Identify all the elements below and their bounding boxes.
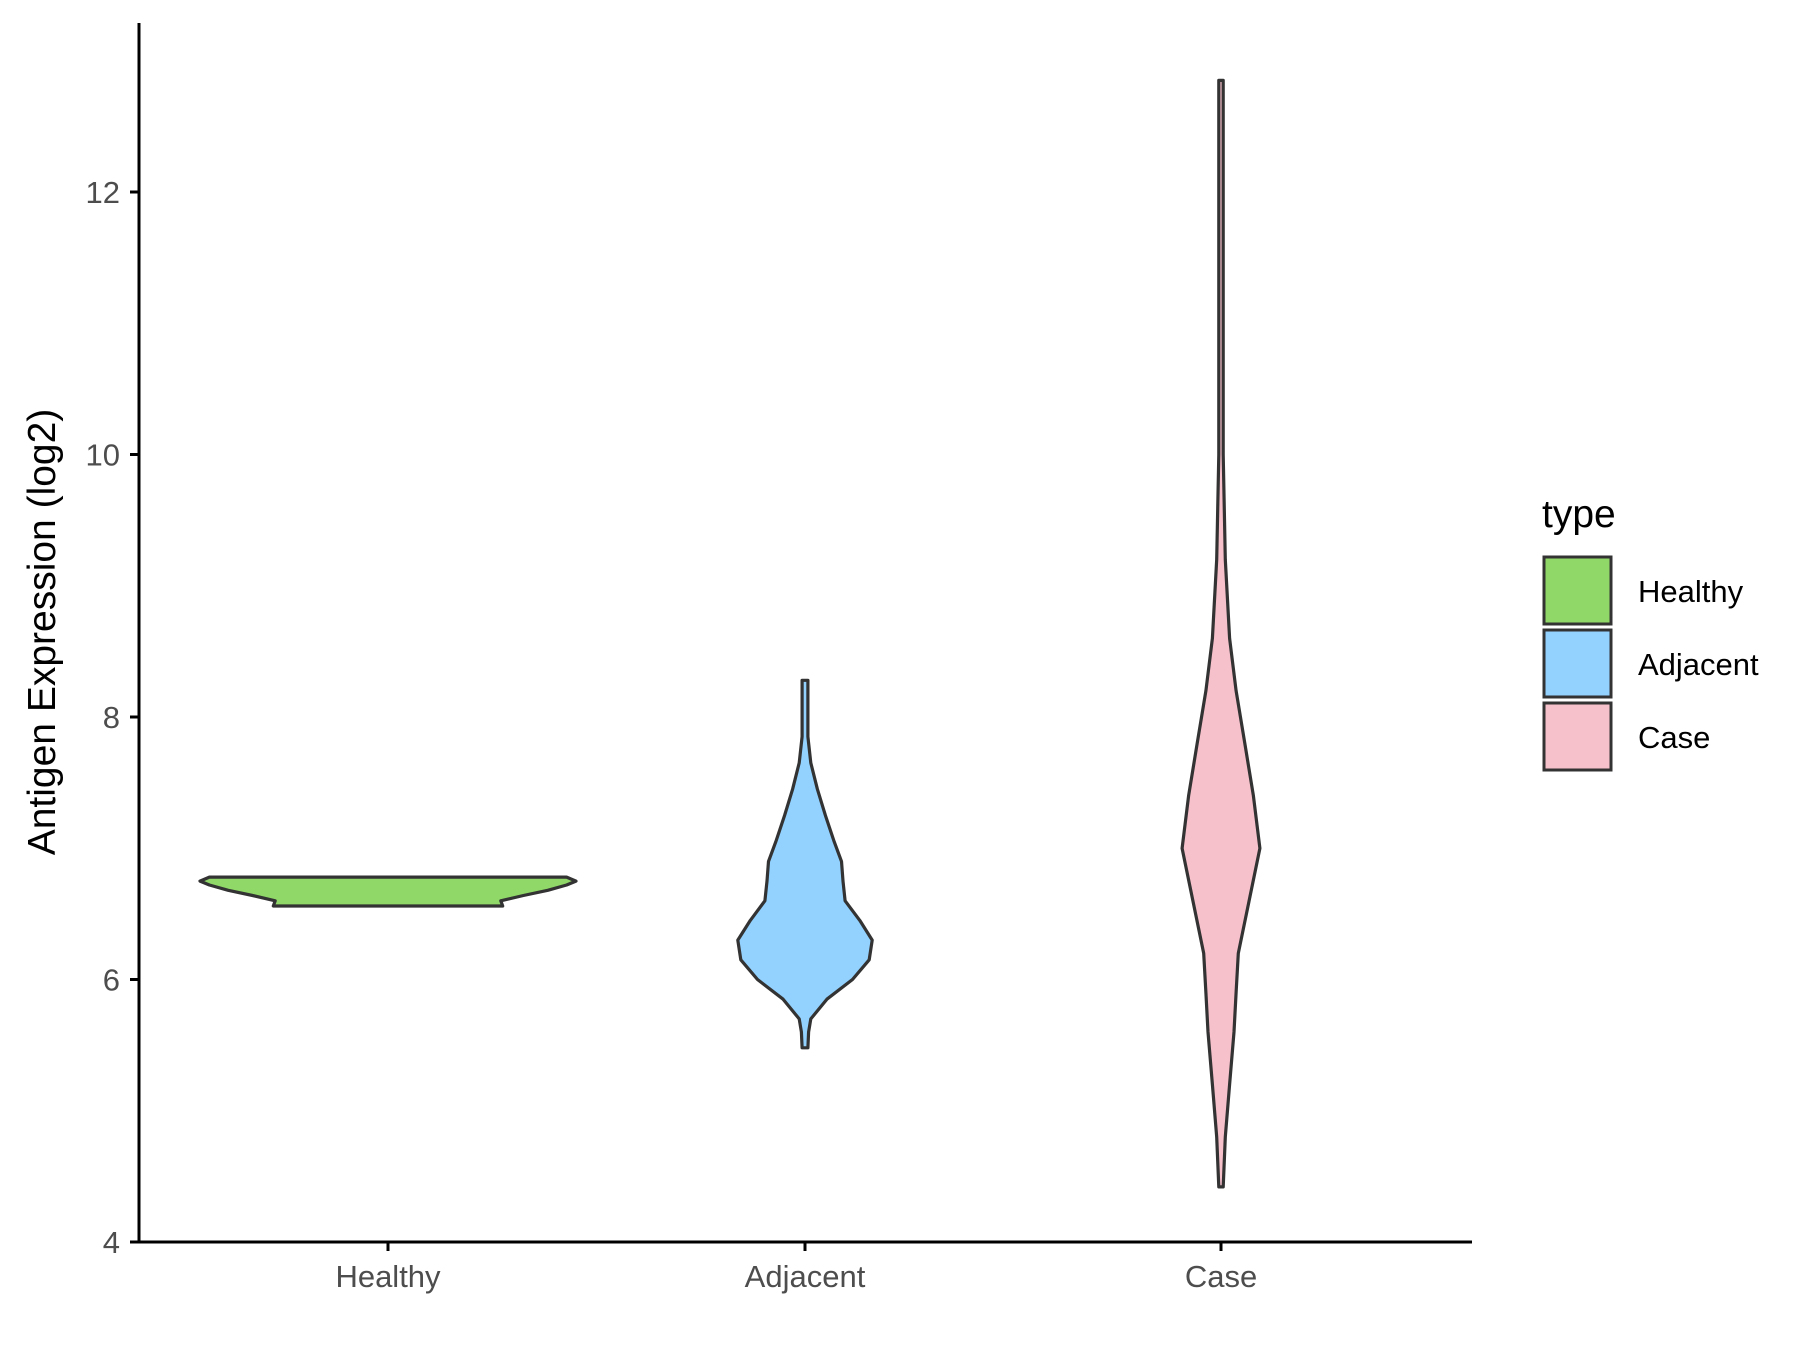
legend-key-case [1542, 701, 1613, 772]
violins-layer [198, 78, 1262, 1189]
legend-label: Adjacent [1638, 647, 1759, 682]
y-tick-label: 10 [86, 438, 120, 473]
y-ticks: 4 6 8 10 12 [86, 175, 139, 1260]
violin-case [1180, 78, 1262, 1189]
legend-label: Healthy [1638, 574, 1744, 609]
axes-layer [137, 23, 1472, 1244]
y-tick-label: 6 [103, 963, 120, 998]
violin-healthy [198, 875, 578, 908]
y-tick-label: 12 [86, 175, 120, 210]
x-tick-label: Case [1185, 1259, 1257, 1294]
x-tick-label: Adjacent [745, 1259, 866, 1294]
legend: type Healthy Adjacent Case [1542, 493, 1759, 772]
legend-title: type [1542, 493, 1616, 536]
legend-key-adjacent [1542, 628, 1613, 699]
x-tick-label: Healthy [335, 1259, 441, 1294]
legend-label: Case [1638, 720, 1710, 755]
y-tick-label: 8 [103, 700, 120, 735]
y-tick-label: 4 [103, 1225, 120, 1260]
y-axis-title: Antigen Expression (log2) [21, 409, 64, 856]
x-ticks: Healthy Adjacent Case [335, 1242, 1257, 1294]
legend-key-healthy [1542, 555, 1613, 626]
violin-adjacent [736, 678, 874, 1050]
